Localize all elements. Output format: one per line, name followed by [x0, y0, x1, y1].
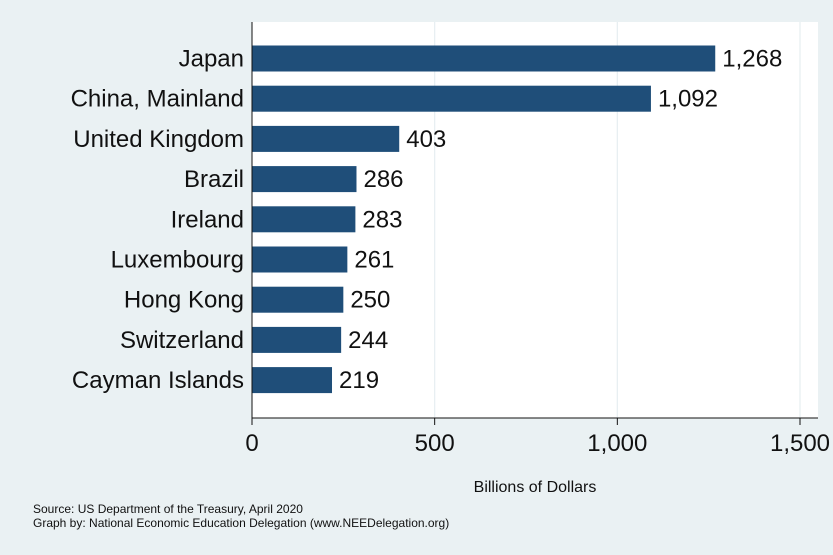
x-tick-label: 500: [415, 430, 455, 457]
x-tick-label: 1,000: [587, 430, 647, 457]
bar: [252, 206, 356, 233]
x-tick-label: 1,500: [770, 430, 830, 457]
bar: [252, 125, 400, 152]
bar: [252, 367, 333, 394]
bar: [252, 246, 348, 273]
bar: [252, 45, 716, 72]
source-note: Source: US Department of the Treasury, A…: [33, 502, 303, 516]
bar: [252, 326, 342, 353]
category-label: Hong Kong: [124, 287, 244, 314]
category-label: Switzerland: [120, 327, 244, 354]
bar: [252, 85, 651, 112]
category-label: Ireland: [171, 206, 244, 233]
category-label: Luxembourg: [111, 247, 244, 274]
category-label: Cayman Islands: [72, 367, 244, 394]
value-label: 250: [350, 287, 390, 314]
bars: [252, 45, 716, 394]
category-label: United Kingdom: [73, 126, 244, 153]
x-axis: 0 500 1,000 1,500: [245, 22, 830, 457]
value-label: 244: [348, 327, 388, 354]
category-label: Japan: [179, 46, 244, 73]
value-label: 1,092: [658, 86, 718, 113]
bar: [252, 166, 357, 193]
value-label: 261: [354, 247, 394, 274]
chart-notes: Source: US Department of the Treasury, A…: [33, 502, 449, 530]
value-label: 1,268: [722, 46, 782, 73]
credit-note: Graph by: National Economic Education De…: [33, 516, 450, 530]
value-label: 219: [339, 367, 379, 394]
category-label: Brazil: [184, 166, 244, 193]
category-labels: Japan China, Mainland United Kingdom Brazil…: [71, 46, 244, 395]
bar: [252, 286, 344, 313]
value-label: 283: [362, 206, 402, 233]
value-label: 286: [363, 166, 403, 193]
x-tick-label: 0: [245, 430, 258, 457]
value-label: 403: [406, 126, 446, 153]
x-axis-label: Billions of Dollars: [474, 479, 597, 496]
category-label: China, Mainland: [71, 86, 244, 113]
